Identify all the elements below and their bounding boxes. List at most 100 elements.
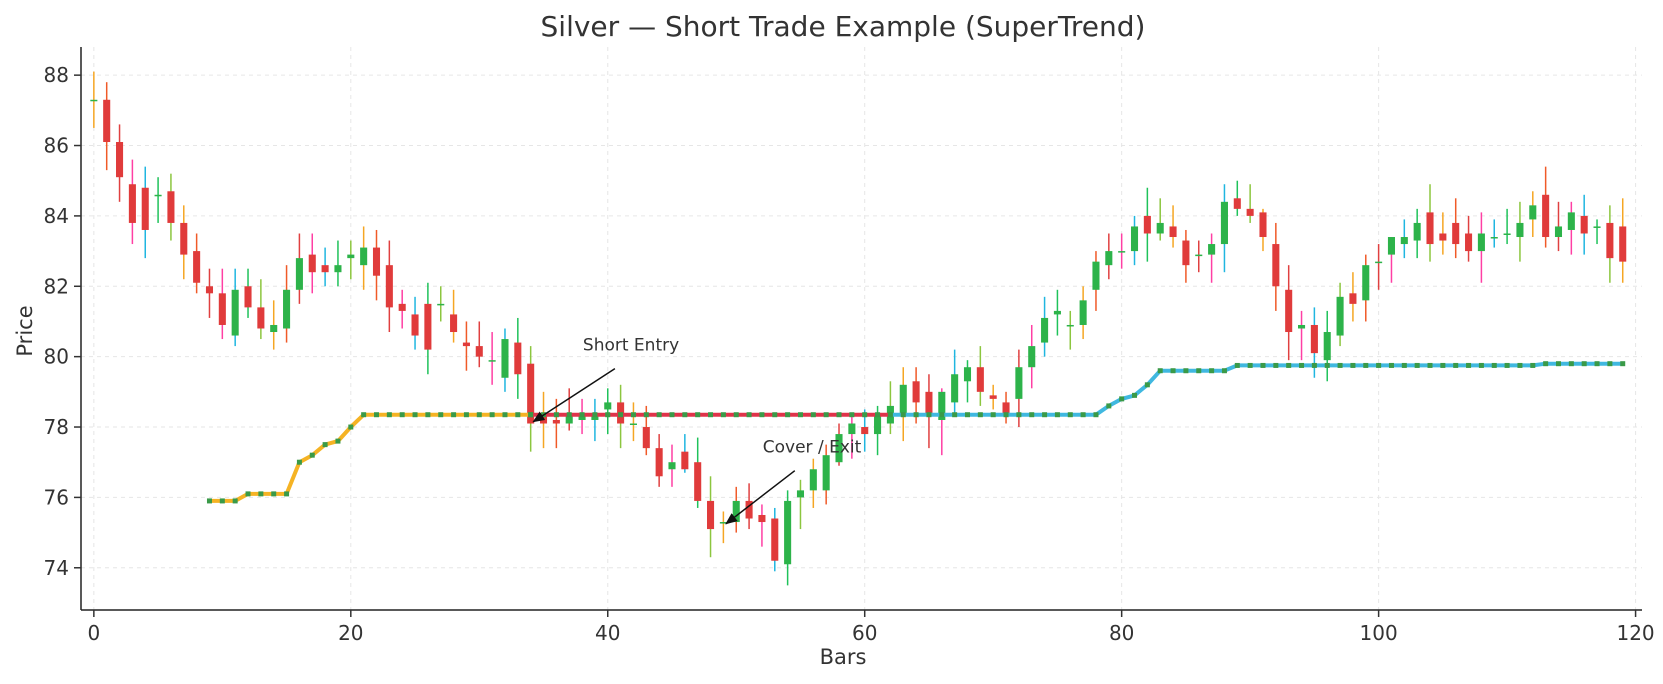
candle-body [1220,201,1228,245]
supertrend-marker [875,412,881,418]
candle-body [283,289,291,329]
supertrend-marker [849,412,855,418]
supertrend-marker [1093,412,1099,418]
candle-body [270,324,278,333]
candle-body [90,99,98,102]
supertrend-marker [1170,368,1176,374]
candle-body [899,384,907,413]
supertrend-marker [579,412,585,418]
candle-body [1156,222,1164,234]
supertrend-marker [1337,362,1343,368]
x-axis-label: Bars [820,645,867,669]
candle-body [295,258,303,290]
candle-body [1028,346,1036,368]
supertrend-marker [1234,362,1240,368]
axes [80,47,1642,611]
candle-body [1246,208,1254,216]
supertrend-marker [1491,362,1497,368]
candle-body [938,391,946,420]
candle-body [501,339,509,378]
supertrend-marker [708,412,714,418]
supertrend-marker [695,412,701,418]
supertrend-marker [1478,362,1484,368]
supertrend-marker [913,412,919,418]
candle-body [360,247,368,266]
supertrend-line [890,361,1623,417]
supertrend-marker [1144,382,1150,388]
candle-body [1490,237,1498,239]
ticks-layer: 0 20 40 60 80 100 120 74 76 78 80 82 84 86 88 [44,63,1655,645]
candle-body [193,251,201,283]
candle-body [128,184,136,223]
supertrend-marker [1221,368,1227,374]
candle-body [1554,226,1563,238]
supertrend-marker [309,452,315,458]
supertrend-marker [887,412,893,418]
y-tick-label: 86 [44,134,69,158]
supertrend-marker [618,412,624,418]
candle-body [912,381,920,403]
supertrend-marker [1350,362,1356,368]
supertrend-marker [823,412,829,418]
supertrend-marker [720,412,726,418]
annotation-arrow [532,368,616,423]
candle-body [976,367,984,392]
supertrend-marker [284,491,290,497]
annotation-label: Short Entry [583,336,679,356]
candle-body [180,222,188,255]
supertrend-marker [1594,361,1600,367]
candle-body [1105,251,1113,266]
supertrend-marker [412,412,418,418]
candle-body [822,455,830,491]
candle-body [719,522,727,524]
candle-body [796,490,805,498]
candle-body [1387,237,1396,255]
supertrend-marker [669,412,675,418]
candle-body [668,462,676,470]
supertrend-marker [656,412,662,418]
candle-body [1593,226,1601,228]
supertrend-marker [515,412,521,418]
candle-body [154,194,162,197]
candle-body [951,374,959,403]
candle-body [411,314,419,336]
candle-body [334,265,342,273]
candle-body [963,367,972,382]
supertrend-marker [1247,362,1253,368]
supertrend-marker [733,412,739,418]
candle-body [694,462,702,501]
candle-body [167,191,175,223]
supertrend-marker [1581,361,1587,367]
supertrend-marker [1311,362,1317,368]
supertrend-marker [361,412,367,418]
candle-body [1516,222,1524,238]
supertrend-marker [1453,362,1459,368]
supertrend-marker [682,412,688,418]
supertrend-marker [1132,392,1138,398]
candle-body [1310,324,1318,354]
candle-body [835,434,843,463]
supertrend-marker [1401,362,1407,368]
supertrend-marker [926,412,932,418]
candle-body [321,265,329,273]
candle-body [848,423,856,435]
candle-body [462,342,470,347]
supertrend-marker [489,412,495,418]
candle-body [565,412,573,424]
candle-body [527,363,535,424]
supertrend-line [209,412,531,503]
candle-body [1002,402,1010,413]
supertrend-marker [990,412,996,418]
supertrend-marker [386,412,392,418]
annotations-layer: Short Entry Cover / Exit [532,336,862,525]
candle-body [1503,233,1511,235]
candle-body [116,142,124,178]
supertrend-marker [836,412,842,418]
candle-body [1259,212,1267,238]
supertrend-marker [348,424,354,430]
supertrend-marker [630,412,636,418]
candle-body [861,427,869,435]
candle-body [655,448,663,477]
x-tick-label: 100 [1360,621,1398,645]
supertrend-marker [1568,361,1574,367]
